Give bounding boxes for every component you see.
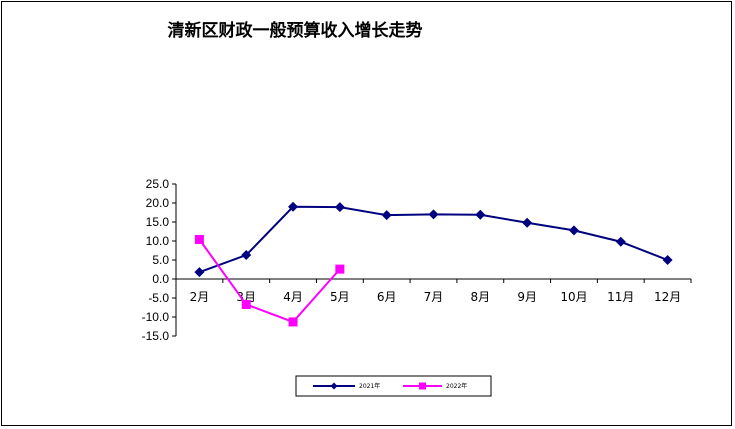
y-tick-label: 10.0 [146, 234, 170, 248]
data-point [241, 299, 251, 309]
data-point [381, 210, 392, 221]
legend-marker [330, 382, 338, 390]
data-point [334, 202, 345, 213]
x-tick-label: 9月 [517, 290, 537, 304]
y-tick-label: 25.0 [146, 177, 170, 191]
series-line [198, 238, 341, 324]
x-tick-label: 4月 [283, 290, 303, 304]
legend-box [295, 375, 492, 397]
x-tick-label: 6月 [377, 290, 397, 304]
legend-label: 2021年 [359, 382, 380, 390]
legend: 2021年 2022年 [295, 375, 492, 397]
data-point [522, 217, 533, 228]
data-point [335, 264, 345, 274]
data-point [615, 236, 626, 247]
axes-group: 25.0 20.0 15.0 10.0 5.0 0.0 -5.0 -10.0 -15.0 2月 3月… [142, 177, 692, 343]
data-point [194, 267, 205, 278]
chart-title: 清新区财政一般预算收入增长走势 [168, 20, 423, 41]
y-tick-label: 20.0 [146, 196, 170, 210]
x-tick-label: 10月 [560, 290, 587, 304]
x-tick-label: 7月 [424, 290, 444, 304]
y-tick-label: 5.0 [152, 253, 169, 267]
y-tick-label: -15.0 [142, 329, 170, 343]
x-tick-label: 8月 [470, 290, 490, 304]
data-point [428, 209, 439, 220]
x-tick-label: 3月 [236, 290, 256, 304]
data-point [288, 317, 298, 327]
y-tick-label: 15.0 [146, 215, 170, 229]
x-tick-label: 12月 [654, 290, 681, 304]
data-point [288, 201, 299, 212]
data-point [194, 234, 204, 244]
data-point [241, 250, 252, 261]
legend-label: 2022年 [446, 382, 467, 390]
y-tick-label: -5.0 [148, 291, 169, 305]
data-point [475, 209, 486, 220]
y-tick-label: 0.0 [152, 272, 169, 286]
data-point [662, 255, 673, 265]
y-tick-label: -10.0 [142, 310, 170, 324]
x-tick-label: 11月 [607, 290, 634, 304]
data-point [568, 225, 579, 236]
legend-marker [419, 382, 426, 390]
series-layer [194, 201, 673, 327]
x-tick-label: 2月 [190, 290, 210, 304]
x-tick-label: 5月 [330, 290, 350, 304]
